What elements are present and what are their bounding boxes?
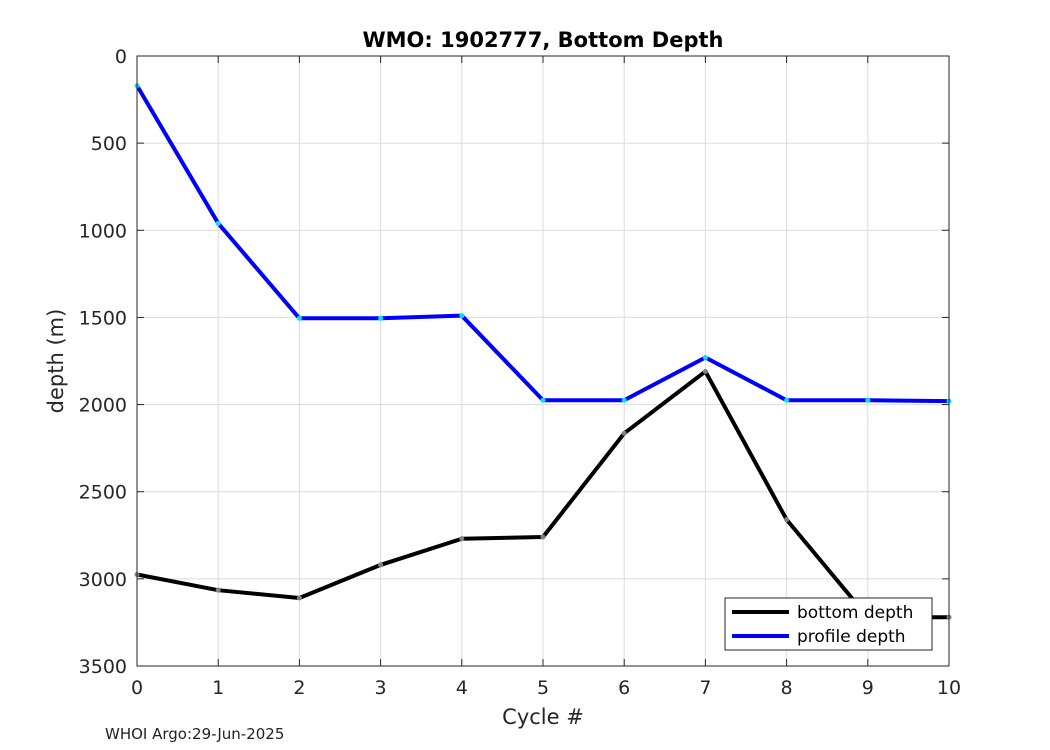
x-axis: 0 1 2 3 4 5 6 7 8 9 10 [131,56,961,699]
y-tick-label: 1500 [79,307,127,329]
data-point-profile-depth [784,397,790,403]
x-tick-label: 8 [781,677,793,699]
x-tick-label: 6 [618,677,630,699]
x-tick-label: 0 [131,677,143,699]
legend-label: profile depth [797,627,906,647]
data-point-bottom-depth [378,562,384,568]
data-point-profile-depth [702,355,708,361]
x-tick-label: 5 [537,677,549,699]
x-tick-label: 1 [212,677,224,699]
data-point-bottom-depth [296,595,302,601]
x-axis-label: Cycle # [502,705,584,729]
data-point-bottom-depth [702,368,708,374]
y-tick-label: 0 [115,46,127,68]
x-tick-label: 7 [699,677,711,699]
data-point-profile-depth [296,315,302,321]
data-point-profile-depth [621,397,627,403]
data-point-bottom-depth [784,517,790,523]
y-tick-label: 500 [91,133,127,155]
data-point-bottom-depth [459,536,465,542]
x-tick-label: 10 [937,677,961,699]
x-tick-label: 3 [375,677,387,699]
data-point-profile-depth [540,397,546,403]
data-point-bottom-depth [621,430,627,436]
chart-title: WMO: 1902777, Bottom Depth [362,28,723,52]
footer-stamp: WHOI Argo:29-Jun-2025 [105,725,285,743]
y-tick-label: 2500 [79,482,127,504]
y-axis-label: depth (m) [44,309,68,414]
y-tick-label: 2000 [79,395,127,417]
x-tick-label: 4 [456,677,468,699]
x-tick-label: 2 [293,677,305,699]
y-axis: 0 500 1000 1500 2000 2500 3000 3500 [79,46,949,678]
data-point-profile-depth [865,397,871,403]
data-point-bottom-depth [540,534,546,540]
data-point-profile-depth [378,315,384,321]
legend-label: bottom depth [797,603,913,623]
y-tick-label: 3000 [79,569,127,591]
data-point-profile-depth [215,220,221,226]
y-tick-label: 1000 [79,220,127,242]
legend: bottom depth profile depth [724,597,933,651]
legend-box [724,597,933,651]
data-point-bottom-depth [215,587,221,593]
y-tick-label: 3500 [79,656,127,678]
x-tick-label: 9 [862,677,874,699]
data-point-profile-depth [459,313,465,319]
